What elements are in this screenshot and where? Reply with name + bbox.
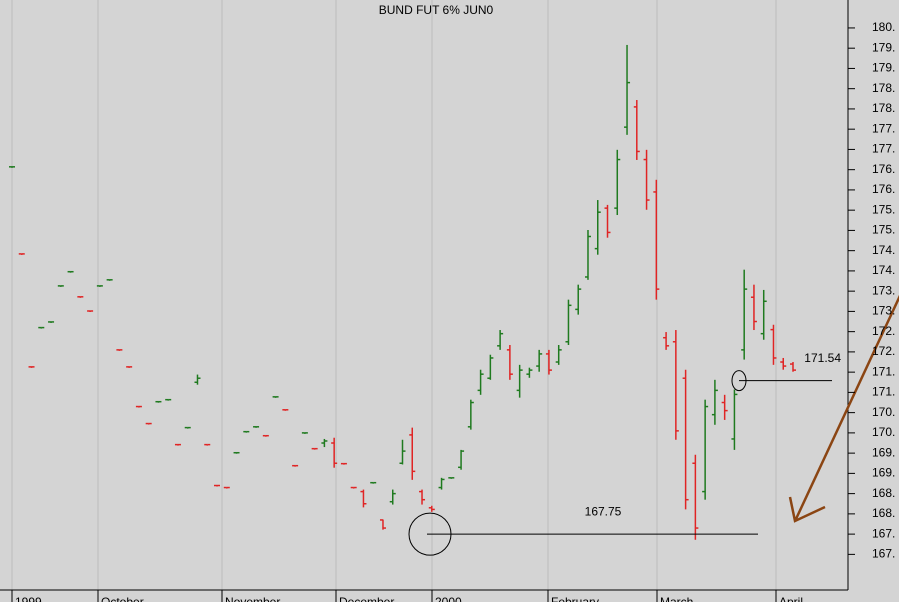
y-tick-label: 167. xyxy=(872,547,895,561)
y-tick-label: 170. xyxy=(872,405,895,419)
arrow-head xyxy=(788,496,826,523)
y-tick-label: 173. xyxy=(872,283,895,297)
y-tick-label: 169. xyxy=(872,445,895,459)
y-tick-label: 179. xyxy=(872,40,895,54)
y-tick-label: 174. xyxy=(872,243,895,257)
x-tick-label: October xyxy=(101,595,144,602)
y-tick-label: 175. xyxy=(872,202,895,216)
chart-title: BUND FUT 6% JUN0 xyxy=(379,3,494,17)
y-tick-label: 170. xyxy=(872,425,895,439)
y-tick-label: 177. xyxy=(872,121,895,135)
annotation-label: 167.75 xyxy=(585,504,622,518)
month-dividers xyxy=(11,0,777,590)
y-tick-label: 179. xyxy=(872,61,895,75)
x-tick-label: December xyxy=(339,595,394,602)
x-tick-label: March xyxy=(660,595,693,602)
y-tick-label: 178. xyxy=(872,101,895,115)
arrow-shaft xyxy=(794,294,899,520)
x-tick-label: 2000 xyxy=(435,595,462,602)
y-tick-label: 168. xyxy=(872,486,895,500)
y-tick-label: 178. xyxy=(872,81,895,95)
x-tick-label: 1999 xyxy=(15,595,42,602)
y-tick-label: 176. xyxy=(872,182,895,196)
y-tick-label: 169. xyxy=(872,466,895,480)
y-tick-label: 174. xyxy=(872,263,895,277)
y-tick-label: 171. xyxy=(872,385,895,399)
y-tick-label: 180. xyxy=(872,20,895,34)
x-tick-label: February xyxy=(551,595,599,602)
x-tick-label: November xyxy=(225,595,280,602)
y-tick-label: 172. xyxy=(872,344,895,358)
y-tick-label: 173. xyxy=(872,304,895,318)
annotation-label: 171.54 xyxy=(804,351,841,365)
y-tick-label: 176. xyxy=(872,162,895,176)
y-tick-label: 172. xyxy=(872,324,895,338)
annotation-circle xyxy=(731,370,747,392)
y-tick-label: 171. xyxy=(872,364,895,378)
y-tick-label: 177. xyxy=(872,142,895,156)
y-tick-label: 168. xyxy=(872,506,895,520)
trend-arrow xyxy=(788,294,899,523)
y-tick-label: 167. xyxy=(872,526,895,540)
annotation-circle xyxy=(408,512,452,556)
y-tick-label: 175. xyxy=(872,223,895,237)
x-tick-label: April xyxy=(779,595,803,602)
